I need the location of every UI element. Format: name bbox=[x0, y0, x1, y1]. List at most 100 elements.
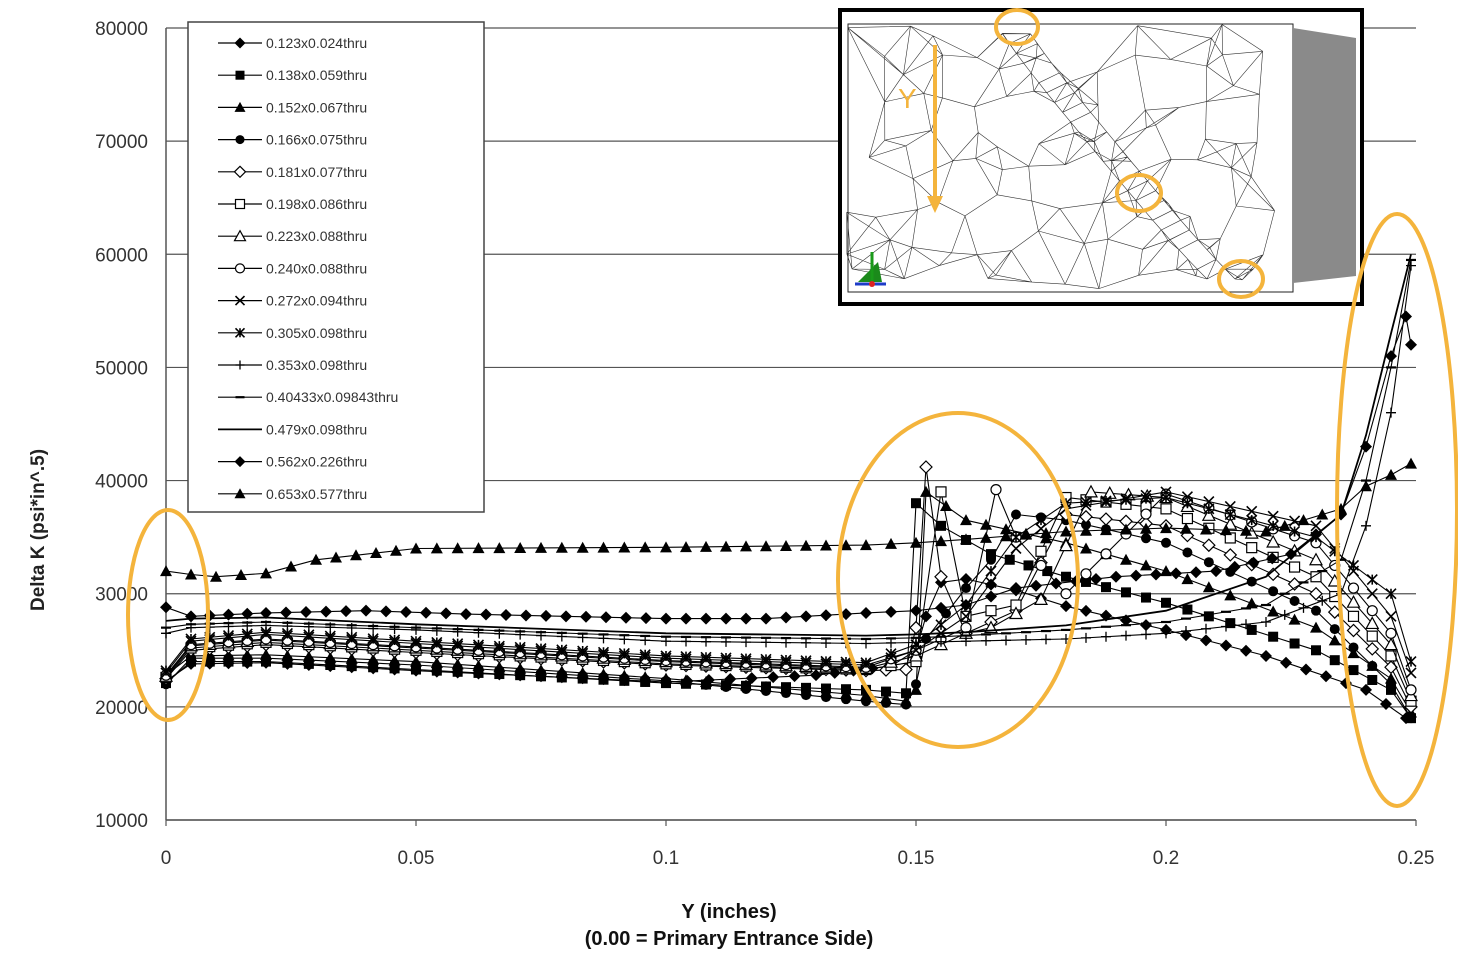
series-1-point-57 bbox=[1329, 655, 1340, 666]
series-14-point-21 bbox=[618, 541, 631, 553]
series-9-point-43 bbox=[1080, 496, 1092, 508]
series-9-point-30 bbox=[780, 654, 792, 666]
series-3-point-42 bbox=[1011, 509, 1021, 520]
series-13-point-6 bbox=[280, 606, 292, 619]
series-10-point-52 bbox=[1241, 619, 1251, 630]
series-3-point-40 bbox=[961, 583, 971, 594]
series-9-point-16 bbox=[493, 640, 505, 652]
series-9-point-48 bbox=[1181, 497, 1193, 509]
series-7-point-41 bbox=[1035, 559, 1047, 572]
series-3-point-37 bbox=[911, 679, 921, 690]
series-3-point-26 bbox=[701, 679, 711, 690]
series-3-point-61 bbox=[1406, 713, 1416, 724]
series-9-point-41 bbox=[1035, 514, 1047, 526]
series-9-point-17 bbox=[514, 641, 526, 653]
series-9-point-57 bbox=[1366, 574, 1378, 586]
series-10-point-42 bbox=[1041, 634, 1051, 645]
series-14-point-55 bbox=[1316, 508, 1329, 520]
series-0-point-59 bbox=[1380, 698, 1392, 711]
series-13-point-41 bbox=[1010, 582, 1022, 595]
series-5-point-56 bbox=[1347, 610, 1360, 622]
series-3-point-17 bbox=[515, 666, 526, 677]
series-13-point-46 bbox=[1110, 570, 1122, 583]
series-7-point-57 bbox=[1366, 605, 1378, 617]
legend-label-4: 0.181x0.077thru bbox=[266, 164, 367, 180]
series-10-point-27 bbox=[721, 636, 731, 647]
series-9-point-15 bbox=[472, 639, 485, 651]
legend-label-12: 0.479x0.098thru bbox=[266, 421, 367, 437]
series-2-point-48 bbox=[1120, 553, 1132, 565]
series-9-point-20 bbox=[577, 645, 589, 657]
series-0-point-56 bbox=[1320, 670, 1332, 683]
series-14-point-29 bbox=[780, 539, 792, 551]
series-10-point-36 bbox=[911, 637, 921, 648]
series-13-point-39 bbox=[960, 599, 972, 612]
legend-marker-13 bbox=[234, 456, 246, 468]
x-tick-label-2: 0.1 bbox=[653, 848, 679, 869]
series-14-point-51 bbox=[1240, 524, 1252, 536]
legend-marker-4 bbox=[233, 165, 247, 179]
series-9-point-8 bbox=[324, 630, 336, 642]
series-9-point-28 bbox=[740, 653, 752, 665]
series-9-point-49 bbox=[1203, 503, 1215, 515]
inset-highlight-middle bbox=[1115, 173, 1163, 213]
series-4-point-51 bbox=[1202, 538, 1216, 553]
legend-entry-13: 0.562x0.226thru bbox=[218, 454, 367, 470]
x-tick-label-5: 0.25 bbox=[1398, 848, 1435, 869]
series-9-point-35 bbox=[885, 648, 897, 660]
series-1-point-42 bbox=[1023, 560, 1034, 571]
series-10-point-31 bbox=[801, 637, 811, 648]
series-13-point-31 bbox=[780, 611, 792, 624]
series-3-point-3 bbox=[223, 653, 234, 664]
series-3-point-25 bbox=[681, 677, 691, 688]
series-13-point-35 bbox=[860, 606, 872, 619]
series-3-point-24 bbox=[661, 675, 671, 686]
series-14-point-25 bbox=[700, 540, 712, 552]
y-tick-label-3: 40000 bbox=[95, 472, 148, 493]
legend-marker-6 bbox=[233, 229, 247, 242]
series-14-point-53 bbox=[1278, 519, 1291, 531]
series-1-point-40 bbox=[986, 549, 996, 560]
series-13-point-20 bbox=[560, 610, 572, 623]
series-3-point-35 bbox=[881, 697, 891, 708]
series-3-point-30 bbox=[781, 688, 791, 699]
series-3-point-5 bbox=[261, 653, 271, 664]
highlight-left-edge bbox=[126, 508, 210, 722]
series-10-point-59 bbox=[1386, 407, 1396, 418]
series-6-point-50 bbox=[1223, 516, 1238, 530]
series-9-point-9 bbox=[346, 631, 358, 643]
series-2-point-55 bbox=[1267, 605, 1280, 617]
series-3-point-12 bbox=[411, 659, 421, 670]
series-1-point-48 bbox=[1141, 592, 1151, 603]
series-14-point-1 bbox=[185, 568, 197, 580]
series-3-point-32 bbox=[821, 692, 831, 703]
series-0-point-40 bbox=[985, 578, 997, 591]
series-3-point-1 bbox=[186, 653, 196, 664]
series-14-point-44 bbox=[1100, 524, 1112, 536]
series-10-point-37 bbox=[936, 636, 946, 647]
series-2-point-41 bbox=[980, 518, 992, 530]
series-9-point-27 bbox=[720, 652, 732, 664]
series-9-point-11 bbox=[389, 634, 401, 646]
series-4-point-52 bbox=[1223, 548, 1238, 562]
legend-entry-4: 0.181x0.077thru bbox=[218, 164, 367, 180]
series-13-point-25 bbox=[660, 612, 672, 625]
series-3-point-33 bbox=[841, 694, 851, 705]
series-0-point-51 bbox=[1220, 639, 1232, 652]
series-13-point-54 bbox=[1266, 552, 1279, 565]
legend-label-5: 0.198x0.086thru bbox=[266, 196, 367, 212]
series-13-point-52 bbox=[1228, 560, 1241, 573]
series-14-point-33 bbox=[860, 539, 872, 551]
series-13-point-49 bbox=[1170, 567, 1182, 580]
series-13-point-7 bbox=[300, 606, 312, 619]
series-14-point-20 bbox=[597, 541, 610, 553]
x-tick-label-4: 0.2 bbox=[1153, 848, 1179, 869]
series-3-point-59 bbox=[1367, 660, 1378, 671]
series-2-point-58 bbox=[1328, 634, 1341, 646]
series-3-point-19 bbox=[556, 669, 567, 680]
series-9-point-10 bbox=[367, 633, 379, 645]
series-4-point-39 bbox=[934, 569, 948, 584]
series-14-point-11 bbox=[410, 542, 422, 554]
series-13-point-26 bbox=[680, 612, 692, 625]
series-14-point-59 bbox=[1405, 457, 1417, 469]
